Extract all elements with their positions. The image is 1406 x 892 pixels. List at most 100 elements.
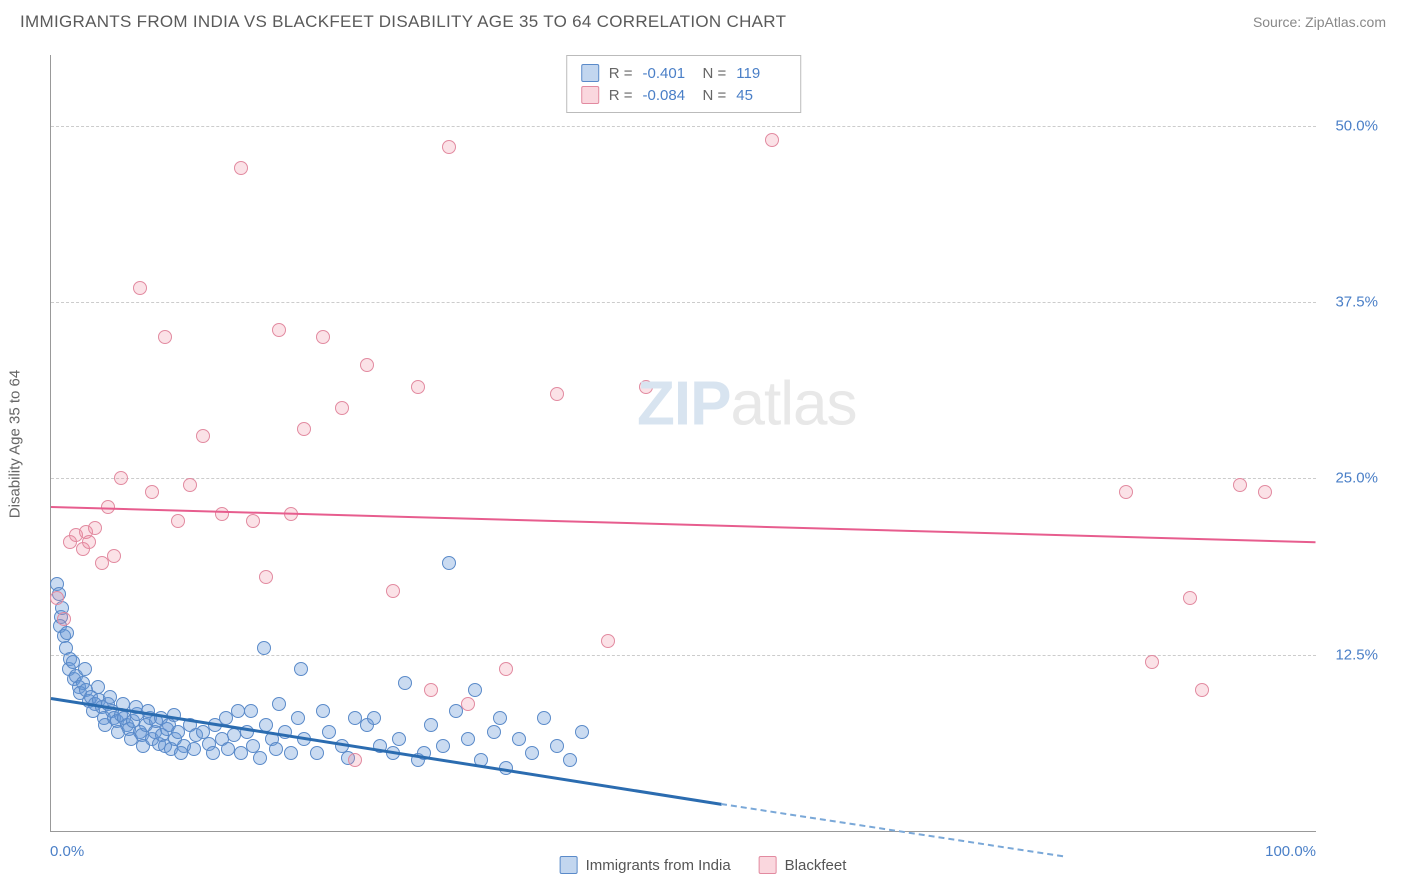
data-point — [367, 711, 381, 725]
legend-label: Immigrants from India — [586, 857, 731, 874]
data-point — [206, 746, 220, 760]
data-point — [171, 514, 185, 528]
series-legend: Immigrants from India Blackfeet — [560, 856, 847, 874]
data-point — [294, 662, 308, 676]
data-point — [88, 521, 102, 535]
data-point — [246, 514, 260, 528]
chart-title: IMMIGRANTS FROM INDIA VS BLACKFEET DISAB… — [20, 12, 786, 32]
data-point — [398, 676, 412, 690]
gridline — [51, 126, 1316, 127]
ytick-label: 50.0% — [1335, 117, 1378, 134]
data-point — [253, 751, 267, 765]
data-point — [348, 753, 362, 767]
r-label: R = — [609, 65, 633, 82]
data-point — [183, 478, 197, 492]
n-label: N = — [703, 65, 727, 82]
stats-row: R = -0.401 N = 119 — [581, 62, 787, 84]
data-point — [316, 330, 330, 344]
data-point — [512, 732, 526, 746]
data-point — [537, 711, 551, 725]
chart-container: Disability Age 35 to 64 ZIPatlas R = -0.… — [50, 55, 1386, 832]
plot-area: ZIPatlas R = -0.401 N = 119 R = -0.084 N… — [50, 55, 1316, 832]
data-point — [639, 380, 653, 394]
data-point — [310, 746, 324, 760]
r-value: -0.084 — [643, 87, 693, 104]
data-point — [91, 680, 105, 694]
data-point — [272, 697, 286, 711]
n-value: 45 — [736, 87, 786, 104]
data-point — [269, 742, 283, 756]
xtick-label: 0.0% — [50, 843, 84, 860]
data-point — [234, 161, 248, 175]
trend-line — [51, 506, 1316, 543]
data-point — [196, 429, 210, 443]
data-point — [411, 380, 425, 394]
r-value: -0.401 — [643, 65, 693, 82]
data-point — [215, 507, 229, 521]
data-point — [1145, 655, 1159, 669]
stats-legend: R = -0.401 N = 119 R = -0.084 N = 45 — [566, 55, 802, 113]
n-value: 119 — [736, 65, 786, 82]
data-point — [335, 401, 349, 415]
n-label: N = — [703, 87, 727, 104]
data-point — [82, 535, 96, 549]
data-point — [272, 323, 286, 337]
data-point — [487, 725, 501, 739]
data-point — [499, 662, 513, 676]
data-point — [386, 584, 400, 598]
data-point — [1195, 683, 1209, 697]
data-point — [1183, 591, 1197, 605]
data-point — [158, 330, 172, 344]
data-point — [449, 704, 463, 718]
stats-row: R = -0.084 N = 45 — [581, 84, 787, 106]
swatch-blue-icon — [560, 856, 578, 874]
legend-label: Blackfeet — [785, 857, 847, 874]
data-point — [78, 662, 92, 676]
ytick-label: 25.0% — [1335, 470, 1378, 487]
data-point — [1233, 478, 1247, 492]
data-point — [114, 471, 128, 485]
data-point — [575, 725, 589, 739]
data-point — [259, 570, 273, 584]
data-point — [442, 140, 456, 154]
data-point — [284, 746, 298, 760]
data-point — [257, 641, 271, 655]
data-point — [187, 742, 201, 756]
data-point — [550, 739, 564, 753]
ytick-label: 12.5% — [1335, 646, 1378, 663]
y-axis-label: Disability Age 35 to 64 — [7, 369, 24, 517]
gridline — [51, 478, 1316, 479]
data-point — [468, 683, 482, 697]
legend-item: Immigrants from India — [560, 856, 731, 874]
data-point — [360, 358, 374, 372]
ytick-label: 37.5% — [1335, 293, 1378, 310]
xtick-label: 100.0% — [1265, 843, 1316, 860]
data-point — [291, 711, 305, 725]
data-point — [1119, 485, 1133, 499]
legend-item: Blackfeet — [759, 856, 847, 874]
data-point — [145, 485, 159, 499]
data-point — [60, 626, 74, 640]
data-point — [563, 753, 577, 767]
data-point — [461, 732, 475, 746]
r-label: R = — [609, 87, 633, 104]
data-point — [424, 683, 438, 697]
data-point — [171, 725, 185, 739]
data-point — [322, 725, 336, 739]
data-point — [493, 711, 507, 725]
data-point — [424, 718, 438, 732]
trend-line-dashed — [721, 803, 1063, 857]
data-point — [765, 133, 779, 147]
data-point — [133, 281, 147, 295]
data-point — [234, 746, 248, 760]
data-point — [316, 704, 330, 718]
data-point — [601, 634, 615, 648]
gridline — [51, 655, 1316, 656]
source-label: Source: ZipAtlas.com — [1253, 14, 1386, 30]
data-point — [50, 591, 64, 605]
data-point — [57, 612, 71, 626]
swatch-pink-icon — [581, 86, 599, 104]
data-point — [1258, 485, 1272, 499]
data-point — [436, 739, 450, 753]
data-point — [107, 549, 121, 563]
